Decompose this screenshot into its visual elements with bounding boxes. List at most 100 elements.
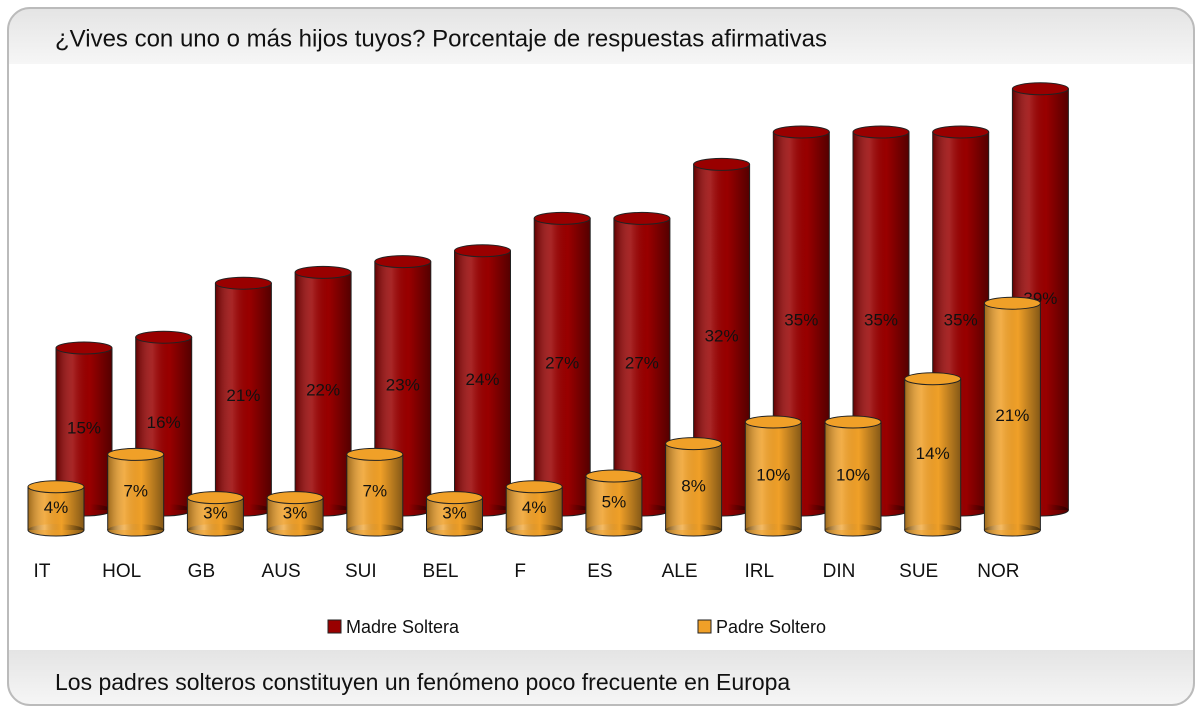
data-label: 35%	[944, 310, 978, 329]
cylinder-bottom-shade	[187, 524, 244, 536]
data-label: 15%	[67, 418, 101, 437]
cylinder-bottom-shade	[506, 524, 563, 536]
cylinder-bottom-shade	[665, 524, 722, 536]
cylinder-top	[665, 437, 723, 451]
cylinder-outline	[266, 497, 324, 530]
x-tick-label: ES	[587, 561, 612, 582]
cylinder-outline	[27, 486, 85, 530]
cylinder-top	[1011, 82, 1069, 96]
cylinder-top	[186, 491, 244, 505]
cylinder-shade	[745, 422, 802, 530]
cylinder-outline	[426, 497, 483, 530]
footer: Los padres solteros constituyen un fenóm…	[55, 669, 790, 695]
data-label: 27%	[625, 354, 659, 373]
chart-title: ¿Vives con uno o más hijos tuyos? Porcen…	[55, 25, 827, 52]
cylinder-outline	[824, 422, 882, 530]
x-tick-label: F	[514, 561, 526, 582]
cylinder-bottom-shade	[825, 524, 881, 536]
cylinder-top	[454, 244, 511, 258]
cylinder-outline	[505, 486, 563, 530]
x-tick-label: ALE	[662, 561, 698, 582]
data-label: 10%	[756, 465, 790, 484]
x-tick-label: NOR	[977, 561, 1019, 582]
legend-swatch	[327, 619, 342, 634]
cylinder-shade	[904, 378, 961, 530]
cylinder-outline	[186, 497, 244, 530]
cylinder-top	[824, 415, 882, 429]
data-label: 5%	[602, 492, 627, 511]
cylinder-bottom-shade	[107, 524, 164, 536]
x-tick-label: IT	[34, 561, 51, 582]
data-label: 23%	[386, 375, 420, 394]
cylinder-shade	[613, 218, 670, 510]
cylinder-top	[533, 211, 591, 225]
cylinder-shade	[534, 218, 591, 510]
cylinder-outline	[107, 454, 165, 530]
cylinder-shade	[295, 272, 352, 510]
cylinder-bottom-shade	[28, 524, 84, 536]
cylinder-shade	[984, 303, 1041, 530]
x-tick-label: IRL	[745, 561, 775, 582]
data-label: 16%	[147, 413, 181, 432]
cylinder-outline	[533, 218, 591, 510]
cylinder-top	[505, 480, 563, 494]
cylinder-top	[585, 469, 643, 483]
cylinder-top	[904, 372, 962, 386]
cylinder-top	[55, 341, 113, 355]
cylinder-outline	[904, 378, 962, 530]
cylinder-outline	[744, 422, 802, 530]
cylinder-top	[983, 296, 1041, 310]
cylinder-top	[107, 447, 165, 461]
cylinder-shade	[585, 476, 642, 530]
cylinder-top	[932, 125, 990, 139]
cylinder-outline	[346, 454, 404, 530]
cylinder-top	[426, 491, 483, 505]
data-label: 10%	[836, 465, 870, 484]
cylinder-bottom-shade	[346, 524, 403, 536]
cylinder-shade	[215, 283, 272, 510]
cylinder-shade	[346, 454, 403, 530]
x-tick-label: GB	[188, 561, 215, 582]
cylinder-top	[693, 157, 751, 171]
cylinder-top	[852, 125, 910, 139]
cylinder-top	[214, 276, 272, 290]
x-tick-label: HOL	[102, 561, 141, 582]
cylinder-bottom-shade	[904, 524, 961, 536]
data-label: 32%	[705, 327, 739, 346]
cylinder-shade	[665, 443, 722, 530]
data-label: 4%	[44, 498, 69, 517]
cylinder-bottom-shade	[426, 524, 483, 536]
cylinder-bottom-shade	[984, 524, 1041, 536]
cylinder-top	[744, 415, 802, 429]
cylinder-outline	[665, 443, 723, 530]
cylinder-outline	[214, 283, 272, 510]
x-tick-label: SUI	[345, 561, 377, 582]
cylinder-bottom-shade	[745, 524, 802, 536]
cylinder-shade	[107, 454, 164, 530]
cylinder-top	[27, 480, 85, 494]
cylinder-top	[294, 265, 352, 279]
x-tick-label: DIN	[823, 561, 856, 582]
cylinder-top	[772, 125, 830, 139]
data-label: 24%	[465, 370, 499, 389]
cylinder-bottom-shade	[585, 524, 642, 536]
panel-border	[7, 7, 1195, 706]
data-label: 35%	[784, 310, 818, 329]
cylinder-top	[346, 447, 404, 461]
data-label: 3%	[442, 503, 467, 522]
cylinder-shade	[825, 422, 881, 530]
x-tick-label: SUE	[899, 561, 938, 582]
cylinder-outline	[454, 250, 511, 510]
data-label: 8%	[681, 476, 706, 495]
x-tick-label: BEL	[423, 561, 459, 582]
data-label: 14%	[916, 444, 950, 463]
cylinder-top	[374, 255, 432, 269]
data-label: 7%	[363, 482, 388, 501]
cylinder-top	[613, 211, 671, 225]
data-label: 27%	[545, 354, 579, 373]
x-tick-label: AUS	[262, 561, 301, 582]
data-label: 35%	[864, 310, 898, 329]
data-label: 22%	[306, 381, 340, 400]
cylinder-top	[266, 491, 324, 505]
data-label: 7%	[123, 482, 148, 501]
